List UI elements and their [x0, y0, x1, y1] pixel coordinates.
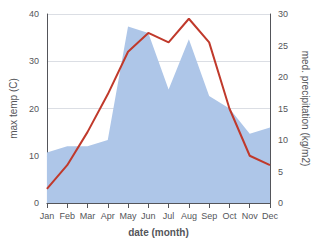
svg-text:May: May	[120, 211, 138, 221]
svg-text:Jun: Jun	[141, 211, 156, 221]
svg-text:15: 15	[278, 104, 288, 114]
svg-text:Mar: Mar	[80, 211, 96, 221]
svg-text:0: 0	[278, 198, 283, 208]
svg-text:max temp (C): max temp (C)	[8, 78, 19, 139]
svg-text:30: 30	[278, 9, 288, 19]
svg-text:0: 0	[34, 198, 39, 208]
svg-text:Feb: Feb	[59, 211, 75, 221]
svg-text:10: 10	[29, 151, 39, 161]
svg-text:10: 10	[278, 135, 288, 145]
svg-text:date (month): date (month)	[128, 227, 189, 238]
svg-text:30: 30	[29, 56, 39, 66]
svg-text:Aug: Aug	[181, 211, 197, 221]
svg-text:20: 20	[29, 104, 39, 114]
svg-text:Sep: Sep	[201, 211, 217, 221]
svg-text:20: 20	[278, 72, 288, 82]
svg-text:Apr: Apr	[101, 211, 115, 221]
svg-text:med. precipitation (kg/m2): med. precipitation (kg/m2)	[300, 51, 311, 167]
svg-text:Oct: Oct	[222, 211, 237, 221]
svg-text:Dec: Dec	[262, 211, 279, 221]
svg-text:5: 5	[278, 167, 283, 177]
svg-text:40: 40	[29, 9, 39, 19]
svg-text:25: 25	[278, 41, 288, 51]
svg-text:Jul: Jul	[163, 211, 175, 221]
svg-text:Nov: Nov	[242, 211, 259, 221]
svg-text:Jan: Jan	[40, 211, 55, 221]
